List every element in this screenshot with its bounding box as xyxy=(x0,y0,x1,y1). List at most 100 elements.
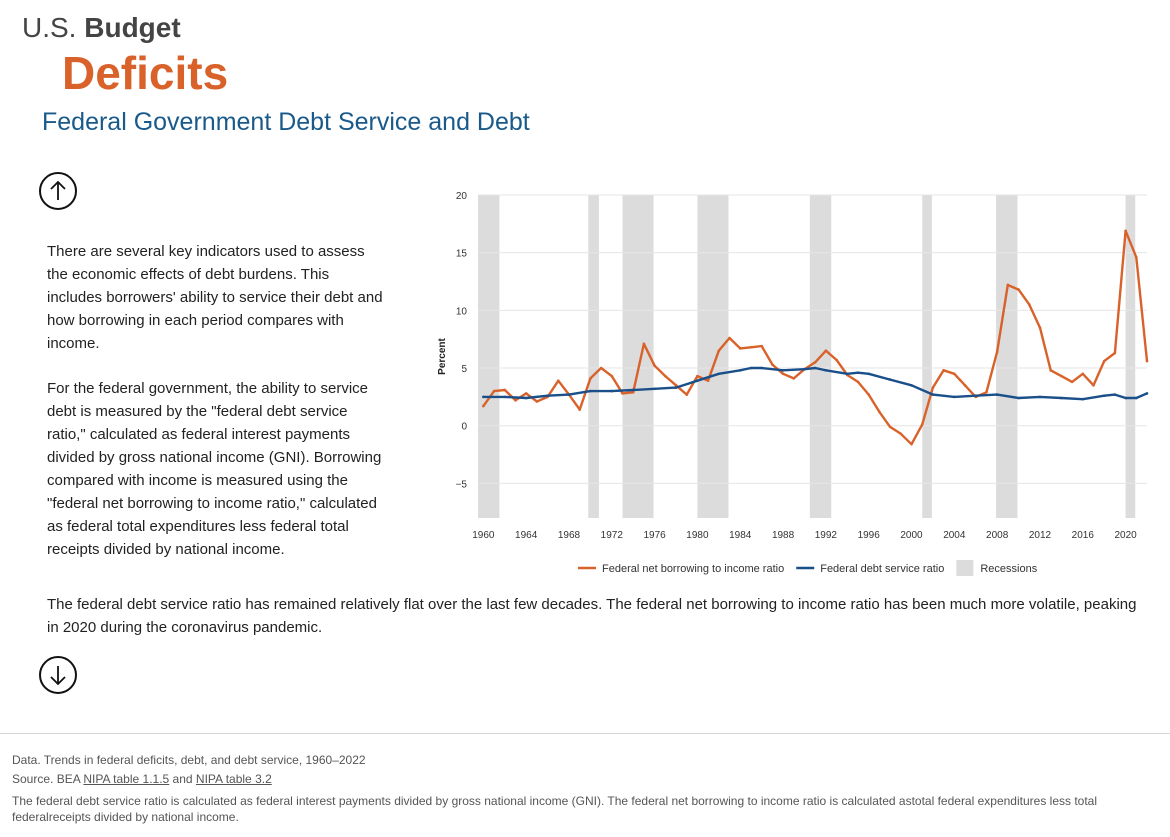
data-point-debt-service xyxy=(696,379,699,383)
data-point-net-borrowing xyxy=(760,344,763,348)
legend-label-2: Recessions xyxy=(980,563,1037,575)
data-point-debt-service xyxy=(813,366,817,370)
debt-chart: 20 15 10 5 0 −5 1960 1964 1968 1972 1976 1980 1984 19… xyxy=(425,180,1170,590)
data-point-debt-service xyxy=(1113,393,1117,396)
data-point-debt-service xyxy=(674,386,678,389)
recession-band-0 xyxy=(478,195,500,518)
data-point-debt-service xyxy=(524,396,528,400)
data-point-net-borrowing xyxy=(599,366,603,370)
data-point-debt-service xyxy=(546,394,549,398)
data-point-debt-service xyxy=(1038,395,1042,399)
recession-band-1 xyxy=(588,195,599,518)
data-point-debt-service xyxy=(760,366,763,370)
data-point-debt-service xyxy=(995,393,999,396)
x-tick-label: 1976 xyxy=(643,530,666,541)
x-tick-label: 2016 xyxy=(1072,530,1095,541)
data-point-debt-service xyxy=(1124,396,1127,400)
data-point-net-borrowing xyxy=(867,393,870,396)
data-point-net-borrowing xyxy=(482,404,485,408)
data-point-debt-service xyxy=(482,395,485,399)
data-point-debt-service xyxy=(567,393,571,396)
source-and: and xyxy=(169,772,196,786)
data-point-debt-service xyxy=(1102,394,1106,398)
scroll-down-button[interactable] xyxy=(39,656,77,694)
data-point-net-borrowing xyxy=(1049,369,1052,372)
x-tick-label: 1980 xyxy=(686,530,709,541)
arrow-up-icon xyxy=(50,180,66,200)
data-point-net-borrowing xyxy=(674,384,678,387)
y-tick-label: 5 xyxy=(461,364,467,375)
data-point-net-borrowing xyxy=(514,399,517,402)
data-point-net-borrowing xyxy=(1145,359,1149,363)
data-point-net-borrowing xyxy=(1124,229,1127,233)
y-tick-label: 0 xyxy=(461,422,467,433)
x-tick-label: 1988 xyxy=(772,530,795,541)
x-tick-label: 2008 xyxy=(986,530,1009,541)
data-point-net-borrowing xyxy=(781,372,785,376)
intro-paragraph: There are several key indicators used to… xyxy=(47,243,383,352)
brand-name: Budget xyxy=(84,12,181,43)
data-point-net-borrowing xyxy=(899,432,903,436)
site-brand[interactable]: U.S. Budget xyxy=(22,14,181,42)
footer-note: The federal debt service ratio is calcul… xyxy=(12,794,1098,824)
data-point-net-borrowing xyxy=(942,369,945,372)
brand-prefix: U.S. xyxy=(22,12,77,43)
data-point-net-borrowing xyxy=(888,425,892,429)
data-point-debt-service xyxy=(824,369,828,372)
recession-band-3 xyxy=(697,195,729,518)
arrow-down-icon xyxy=(50,666,66,686)
y-axis-label: Percent xyxy=(437,337,448,374)
y-tick-label: 15 xyxy=(456,249,468,260)
data-point-net-borrowing xyxy=(717,349,721,353)
scroll-up-button[interactable] xyxy=(39,172,77,210)
y-tick-label: 10 xyxy=(456,306,468,317)
data-point-net-borrowing xyxy=(1102,359,1106,363)
data-point-net-borrowing xyxy=(1092,384,1095,387)
recession-band-7 xyxy=(1125,195,1136,518)
data-point-debt-service xyxy=(1060,396,1063,400)
summary-paragraph: The federal debt service ratio has remai… xyxy=(47,596,1137,636)
x-tick-label: 2020 xyxy=(1114,530,1137,541)
x-tick-label: 1968 xyxy=(558,530,581,541)
data-point-net-borrowing xyxy=(771,363,774,366)
data-point-debt-service xyxy=(803,367,806,371)
data-point-net-borrowing xyxy=(910,442,913,446)
data-point-net-borrowing xyxy=(610,374,614,378)
data-point-net-borrowing xyxy=(920,423,924,426)
data-point-net-borrowing xyxy=(878,410,881,414)
data-point-net-borrowing xyxy=(1070,380,1074,384)
x-tick-label: 2012 xyxy=(1029,530,1052,541)
data-point-net-borrowing xyxy=(835,358,838,362)
source-link-nipa-1-1-5[interactable]: NIPA table 1.1.5 xyxy=(83,772,170,786)
data-point-net-borrowing xyxy=(589,377,592,380)
data-point-debt-service xyxy=(888,378,892,381)
data-point-net-borrowing xyxy=(856,380,860,384)
legend-swatch-2 xyxy=(956,560,974,576)
recession-band-5 xyxy=(922,195,932,518)
data-point-debt-service xyxy=(589,389,592,393)
data-point-net-borrowing xyxy=(963,384,967,387)
topic-heading: Deficits xyxy=(62,47,229,99)
data-point-net-borrowing xyxy=(931,386,935,389)
legend-label-1: Federal debt service ratio xyxy=(820,563,944,575)
data-point-net-borrowing xyxy=(1017,288,1020,291)
data-point-net-borrowing xyxy=(1113,351,1117,355)
data-point-debt-service xyxy=(738,369,742,372)
x-tick-label: 1996 xyxy=(858,530,881,541)
data-point-net-borrowing xyxy=(985,390,988,394)
source-link-nipa-3-2[interactable]: NIPA table 3.2 xyxy=(195,772,272,786)
x-tick-label: 1992 xyxy=(815,530,838,541)
data-point-net-borrowing xyxy=(642,342,646,346)
y-tick-label: 20 xyxy=(456,191,468,202)
data-point-debt-service xyxy=(653,387,656,391)
data-point-net-borrowing xyxy=(621,392,624,395)
y-tick-label: −5 xyxy=(456,479,468,490)
data-point-net-borrowing xyxy=(535,400,539,403)
data-point-net-borrowing xyxy=(631,390,635,394)
data-point-debt-service xyxy=(1017,396,1020,400)
data-point-debt-service xyxy=(910,384,913,387)
data-point-net-borrowing xyxy=(664,374,667,378)
x-tick-label: 1984 xyxy=(729,530,752,541)
data-point-net-borrowing xyxy=(1006,283,1010,287)
data-point-debt-service xyxy=(749,366,753,370)
